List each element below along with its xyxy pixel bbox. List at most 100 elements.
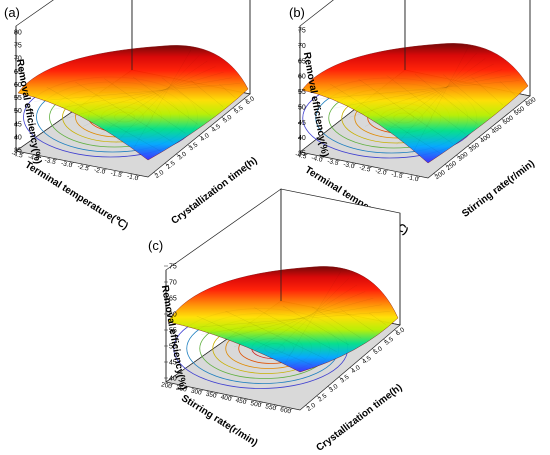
y-tick-mark — [187, 144, 191, 147]
panel-c-letter: (c) — [148, 238, 163, 253]
surface-mesh-line — [282, 305, 350, 346]
y-tick-label: 5.0 — [372, 345, 384, 356]
x-tick-label: -3.0 — [60, 160, 73, 169]
y-tick-label: 6.0 — [395, 326, 407, 337]
z-tick-label: 55 — [298, 89, 306, 96]
surface-mesh-line — [132, 76, 199, 125]
z-tick-label: 75 — [14, 43, 22, 50]
y-tick-mark — [198, 135, 203, 138]
surface-mesh-line — [499, 81, 516, 96]
z-tick-label: 45 — [169, 360, 177, 367]
y-tick-mark — [383, 338, 387, 342]
surface-mesh-line — [46, 87, 161, 152]
y-tick-mark — [210, 126, 214, 129]
y-tick-label: 4.5 — [361, 355, 373, 366]
surface-mesh-line — [266, 278, 349, 360]
x-tick-mark — [70, 162, 74, 165]
x-tick-label: -4.0 — [27, 154, 40, 163]
y-tick-label: 2.0 — [154, 169, 166, 180]
y-tick-mark — [444, 164, 449, 167]
z-tick-label: 40 — [298, 135, 306, 142]
x-tick-label: -2.5 — [359, 164, 372, 173]
y-tick-mark — [221, 116, 225, 120]
x-tick-label: -3.5 — [327, 158, 340, 167]
z-tick-label: 65 — [14, 69, 22, 76]
x-tick-mark — [274, 405, 278, 408]
z-tick-label: 70 — [298, 43, 306, 50]
z-tick-label: 65 — [298, 58, 306, 65]
x-tick-mark — [229, 395, 234, 399]
x-tick-label: -3.5 — [44, 157, 57, 166]
x-tick-label: -1.5 — [110, 170, 123, 179]
surface-mesh-line — [333, 74, 511, 109]
panel-a: 80 75 70 65 60 55 50 45 40 35-4.5 -4.0 -3.5 -3.0 -2.5… — [11, 0, 256, 182]
z-tick-label: 55 — [169, 328, 177, 335]
surface-mesh-line — [66, 72, 224, 119]
y-tick-label: 2.0 — [306, 402, 318, 413]
surface-mesh-line — [380, 58, 486, 136]
y-tick-mark — [338, 376, 343, 380]
z-tick-label: 60 — [14, 82, 22, 89]
surface-mesh-line — [254, 307, 337, 352]
y-tick-label: 4.5 — [210, 123, 222, 134]
x-tick-label: -2.0 — [375, 168, 388, 177]
x-tick-label: 550 — [265, 403, 277, 412]
z-tick-label: 40 — [169, 376, 177, 383]
surface-mesh-line — [200, 304, 382, 335]
x-tick-label: -4.5 — [11, 150, 24, 159]
z-tick-label: 80 — [14, 30, 22, 37]
y-tick-label: 3.5 — [339, 373, 351, 384]
x-tick-mark — [336, 159, 341, 163]
x-tick-mark — [259, 402, 263, 405]
surface-mesh-line — [311, 306, 362, 339]
y-tick-label: 5.0 — [222, 114, 234, 125]
z-tick-label: 50 — [14, 108, 22, 115]
x-tick-mark — [400, 172, 405, 176]
surface-mesh-line — [233, 291, 366, 348]
y-tick-mark — [349, 367, 354, 370]
y-tick-label: 3.0 — [328, 383, 340, 394]
y-tick-mark — [316, 395, 320, 399]
x-tick-mark — [289, 408, 293, 411]
panel-c-x-title: Stirring rate(r/min) — [179, 393, 259, 449]
surface-mesh-line — [471, 77, 504, 106]
surface-mesh-line — [225, 311, 325, 359]
y-tick-mark — [524, 100, 528, 103]
panel-b-letter: (b) — [289, 5, 305, 20]
surface-mesh-line — [396, 52, 477, 145]
y-tick-mark — [232, 107, 237, 111]
surface-mesh-line — [196, 316, 313, 366]
x-tick-label: 200 — [160, 381, 172, 390]
response-surface — [167, 266, 399, 373]
x-tick-label: 300 — [190, 388, 202, 397]
x-tick-mark — [37, 155, 41, 159]
y-tick-mark — [456, 155, 460, 158]
z-tick-label: 55 — [14, 95, 22, 102]
z-tick-label: 60 — [169, 312, 177, 319]
surface-mesh-line — [219, 84, 236, 98]
surface-mesh-line — [364, 63, 494, 127]
y-tick-label: 6.0 — [244, 95, 256, 106]
y-tick-mark — [433, 173, 437, 176]
x-tick-mark — [200, 389, 204, 392]
x-tick-mark — [185, 386, 189, 389]
surface-mesh-line — [104, 78, 186, 134]
surface-mesh-line — [386, 75, 466, 135]
surface-mesh-line — [161, 77, 211, 116]
y-tick-label: 5.5 — [233, 104, 245, 115]
x-tick-label: -1.0 — [126, 173, 139, 182]
x-tick-label: 500 — [250, 400, 262, 409]
surface-mesh-line — [190, 80, 224, 107]
x-tick-mark — [87, 165, 91, 168]
surface-mesh-line — [99, 60, 208, 135]
surface-mesh-line — [330, 84, 441, 154]
y-tick-label: 3.0 — [176, 150, 188, 161]
surface-mesh-line — [358, 79, 454, 144]
z-tick-label: 35 — [298, 151, 306, 158]
z-tick-label: 75 — [298, 28, 306, 35]
x-tick-mark — [170, 383, 174, 386]
panel-b: 75 70 65 60 55 50 45 40 35-4.5 -4.0 -3.5 -3.0 -2.5 -2… — [295, 0, 538, 183]
x-tick-mark — [54, 158, 58, 162]
surface-mesh-line — [131, 49, 192, 152]
